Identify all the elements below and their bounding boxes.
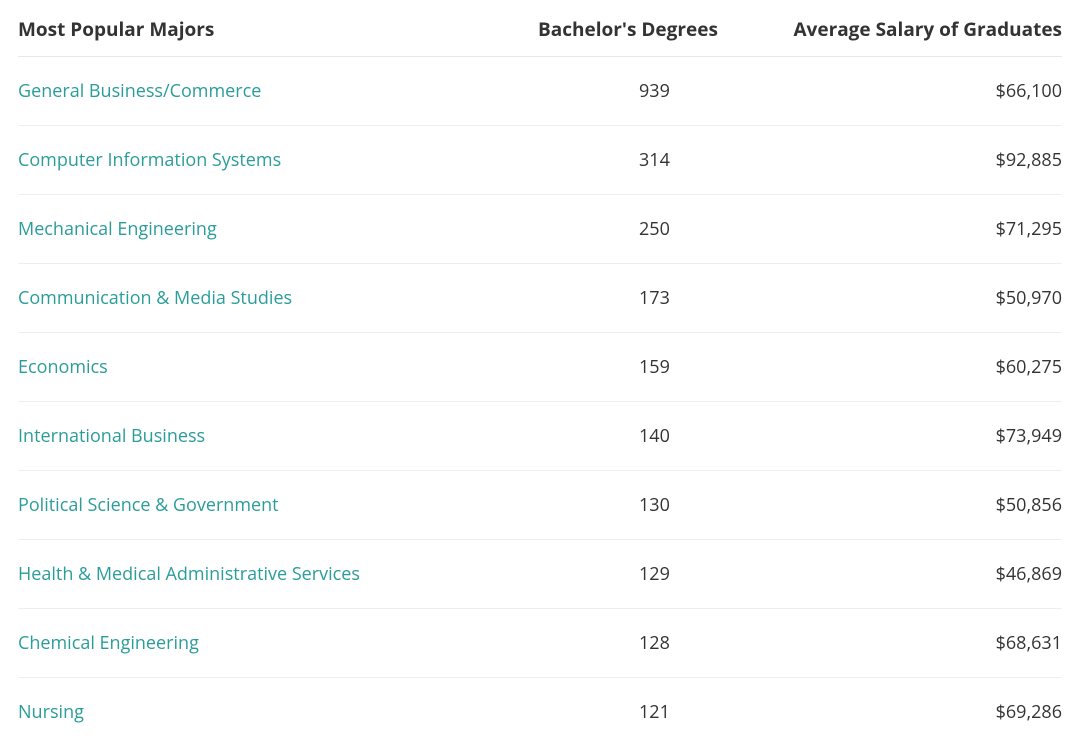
column-header-salary: Average Salary of Graduates [728, 4, 1062, 57]
salary-cell: $69,286 [728, 678, 1062, 746]
salary-cell: $50,856 [728, 471, 1062, 540]
salary-cell: $71,295 [728, 195, 1062, 264]
salary-cell: $73,949 [728, 402, 1062, 471]
degrees-cell: 129 [498, 540, 728, 609]
table-row: International Business 140 $73,949 [18, 402, 1062, 471]
degrees-cell: 121 [498, 678, 728, 746]
major-link[interactable]: Chemical Engineering [18, 631, 199, 655]
salary-cell: $66,100 [728, 57, 1062, 126]
major-link[interactable]: Health & Medical Administrative Services [18, 562, 360, 586]
table-row: Health & Medical Administrative Services… [18, 540, 1062, 609]
salary-cell: $68,631 [728, 609, 1062, 678]
major-link[interactable]: Computer Information Systems [18, 148, 281, 172]
salary-cell: $46,869 [728, 540, 1062, 609]
major-link[interactable]: Nursing [18, 700, 84, 724]
degrees-cell: 128 [498, 609, 728, 678]
table-row: Mechanical Engineering 250 $71,295 [18, 195, 1062, 264]
salary-cell: $50,970 [728, 264, 1062, 333]
degrees-cell: 159 [498, 333, 728, 402]
table-body: General Business/Commerce 939 $66,100 Co… [18, 57, 1062, 746]
degrees-cell: 130 [498, 471, 728, 540]
major-link[interactable]: Economics [18, 355, 108, 379]
major-link[interactable]: Political Science & Government [18, 493, 279, 517]
table-row: Computer Information Systems 314 $92,885 [18, 126, 1062, 195]
table-row: Communication & Media Studies 173 $50,97… [18, 264, 1062, 333]
major-link[interactable]: Communication & Media Studies [18, 286, 292, 310]
table-row: Economics 159 $60,275 [18, 333, 1062, 402]
majors-table: Most Popular Majors Bachelor's Degrees A… [18, 4, 1062, 746]
table-row: Political Science & Government 130 $50,8… [18, 471, 1062, 540]
degrees-cell: 250 [498, 195, 728, 264]
column-header-degrees: Bachelor's Degrees [498, 4, 728, 57]
major-link[interactable]: General Business/Commerce [18, 79, 261, 103]
column-header-majors: Most Popular Majors [18, 4, 498, 57]
degrees-cell: 173 [498, 264, 728, 333]
salary-cell: $92,885 [728, 126, 1062, 195]
table-header: Most Popular Majors Bachelor's Degrees A… [18, 4, 1062, 57]
major-link[interactable]: Mechanical Engineering [18, 217, 217, 241]
degrees-cell: 314 [498, 126, 728, 195]
degrees-cell: 140 [498, 402, 728, 471]
salary-cell: $60,275 [728, 333, 1062, 402]
table-row: Nursing 121 $69,286 [18, 678, 1062, 746]
major-link[interactable]: International Business [18, 424, 205, 448]
table-row: Chemical Engineering 128 $68,631 [18, 609, 1062, 678]
table-row: General Business/Commerce 939 $66,100 [18, 57, 1062, 126]
degrees-cell: 939 [498, 57, 728, 126]
